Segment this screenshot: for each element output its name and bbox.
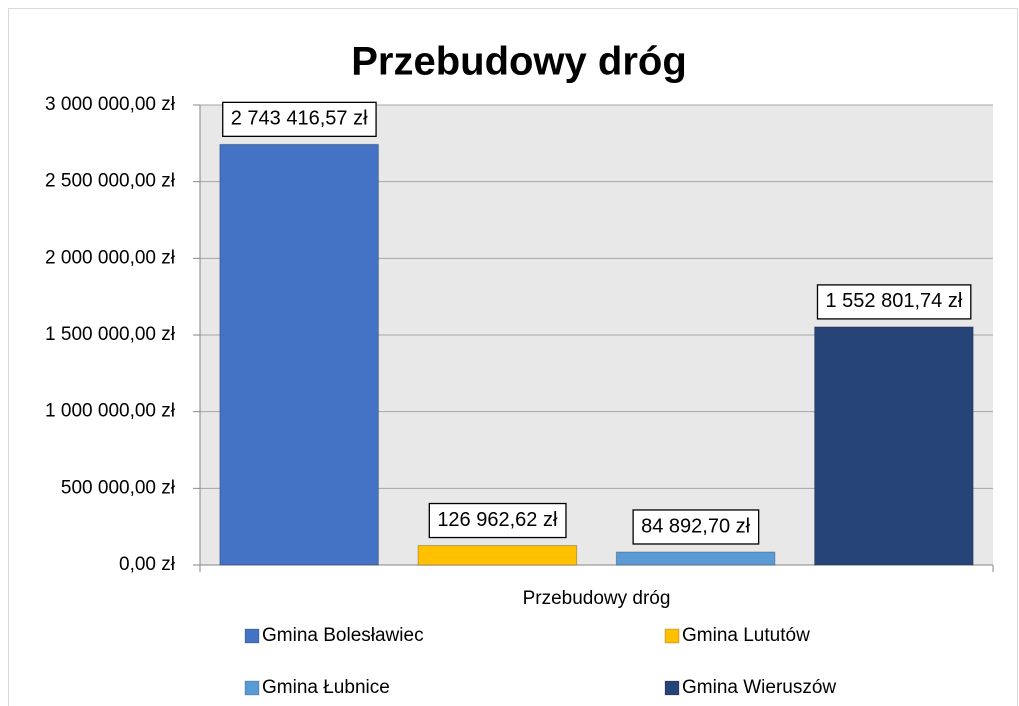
legend-swatch [664, 680, 680, 696]
y-tick-label: 1 500 000,00 zł [45, 324, 176, 345]
bar [417, 545, 578, 566]
legend-label: Gmina Bolesławiec [262, 625, 424, 646]
bar [615, 551, 776, 566]
data-label: 1 552 801,74 zł [825, 290, 962, 312]
y-tick-label: 500 000,00 zł [61, 477, 176, 498]
bar [814, 326, 974, 566]
y-tick-label: 2 500 000,00 zł [45, 171, 176, 192]
legend-label: Gmina Wieruszów [682, 677, 836, 698]
chart-title: Przebudowy dróg [351, 40, 687, 84]
legend-label: Gmina Łubnice [262, 677, 390, 698]
data-label: 2 743 416,57 zł [231, 108, 368, 130]
data-label-box [222, 101, 377, 137]
data-label-box [632, 509, 760, 545]
data-label-box [816, 284, 972, 320]
data-label-box [428, 502, 567, 539]
legend-swatch [244, 680, 260, 696]
y-tick-label: 2 000 000,00 zł [45, 247, 176, 268]
x-tick-label: Przebudowy dróg [523, 588, 671, 609]
data-label: 84 892,70 zł [641, 515, 751, 537]
y-tick-label: 1 000 000,00 zł [45, 401, 176, 422]
legend-swatch [664, 628, 680, 644]
legend-swatch [244, 628, 260, 644]
y-tick-label: 3 000 000,00 zł [45, 94, 176, 115]
y-tick-label: 0,00 zł [119, 554, 176, 575]
legend-label: Gmina Lututów [682, 625, 810, 646]
data-label: 126 962,62 zł [437, 509, 558, 531]
bar [219, 143, 379, 566]
